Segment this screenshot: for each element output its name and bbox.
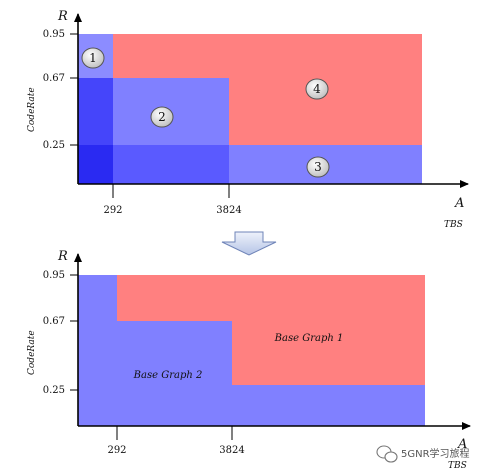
wechat-icon [376, 445, 398, 463]
region-marker-1-label: 1 [89, 51, 97, 65]
bottom-ytick-label-067: 0.67 [43, 316, 65, 327]
bottom-x-name: TBS [448, 461, 467, 471]
down-arrow-icon [221, 231, 277, 256]
watermark-text: 5GNR学习旅程 [401, 447, 470, 460]
base-graph-2-label: Base Graph 2 [133, 370, 203, 381]
top-ytick-label-025: 0.25 [43, 140, 65, 151]
top-y-symbol: R [57, 9, 68, 24]
watermark: 5GNR学习旅程 [376, 445, 470, 463]
region-marker-3: 3 [306, 156, 330, 178]
top-y-name: CodeRate [27, 87, 37, 132]
top-ytick-label-067: 0.67 [43, 73, 65, 84]
top-x-symbol: A [454, 196, 464, 211]
bottom-ytick-label-025: 0.25 [43, 385, 65, 396]
top-ytick-label-095: 0.95 [43, 29, 65, 40]
bottom-ytick-label-095: 0.95 [43, 270, 65, 281]
top-overlap-b [113, 145, 229, 184]
region-marker-4-label: 4 [313, 82, 321, 96]
bottom-y-name: CodeRate [27, 330, 37, 375]
base-graph-1-label: Base Graph 1 [274, 333, 344, 344]
bottom-y-symbol: R [57, 249, 68, 264]
top-chart: 0.95 0.67 0.25 292 3824 R CodeRate A TBS… [27, 9, 469, 230]
top-overlap-c [78, 145, 113, 184]
region-marker-3-label: 3 [314, 160, 322, 174]
region-marker-4: 4 [305, 78, 329, 100]
bottom-xtick-label-3824: 3824 [219, 445, 244, 456]
region-marker-1: 1 [81, 47, 105, 69]
bottom-x-symbol: A [457, 437, 467, 452]
top-xtick-label-3824: 3824 [216, 205, 241, 216]
bottom-xtick-label-292: 292 [107, 445, 126, 456]
bottom-chart: 0.95 0.67 0.25 292 3824 R CodeRate A TBS… [27, 249, 471, 471]
region-marker-2: 2 [150, 106, 174, 128]
bottom-region-base-graph-2 [78, 275, 425, 426]
top-shade [78, 78, 113, 145]
top-xtick-label-292: 292 [103, 205, 122, 216]
region-marker-2-label: 2 [158, 110, 166, 124]
top-x-name: TBS [444, 220, 463, 230]
